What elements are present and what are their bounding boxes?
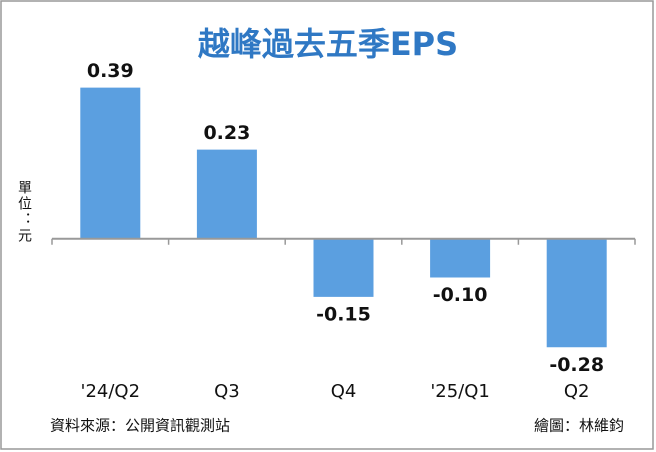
bar bbox=[430, 238, 491, 278]
bar bbox=[196, 149, 257, 239]
data-label: -0.10 bbox=[433, 284, 488, 306]
x-tick-label: '24/Q2 bbox=[81, 381, 141, 402]
source: 資料來源：公開資訊觀測站 bbox=[50, 417, 230, 435]
x-tick-label: Q4 bbox=[331, 381, 357, 402]
x-tick-label: '25/Q1 bbox=[430, 381, 490, 402]
bar bbox=[546, 238, 607, 348]
bar bbox=[80, 87, 141, 239]
x-tick-label: Q2 bbox=[564, 381, 590, 402]
data-label: -0.28 bbox=[549, 354, 604, 376]
data-label: 0.23 bbox=[203, 122, 250, 144]
bar bbox=[313, 238, 374, 297]
x-tick-label: Q3 bbox=[214, 381, 240, 402]
credit: 繪圖：林維鈞 bbox=[534, 417, 624, 435]
data-label: 0.39 bbox=[87, 60, 134, 82]
chart-title: 越峰過去五季EPS bbox=[198, 25, 458, 63]
data-label: -0.15 bbox=[316, 303, 371, 325]
y-axis-label: 單位：元 bbox=[16, 180, 32, 244]
